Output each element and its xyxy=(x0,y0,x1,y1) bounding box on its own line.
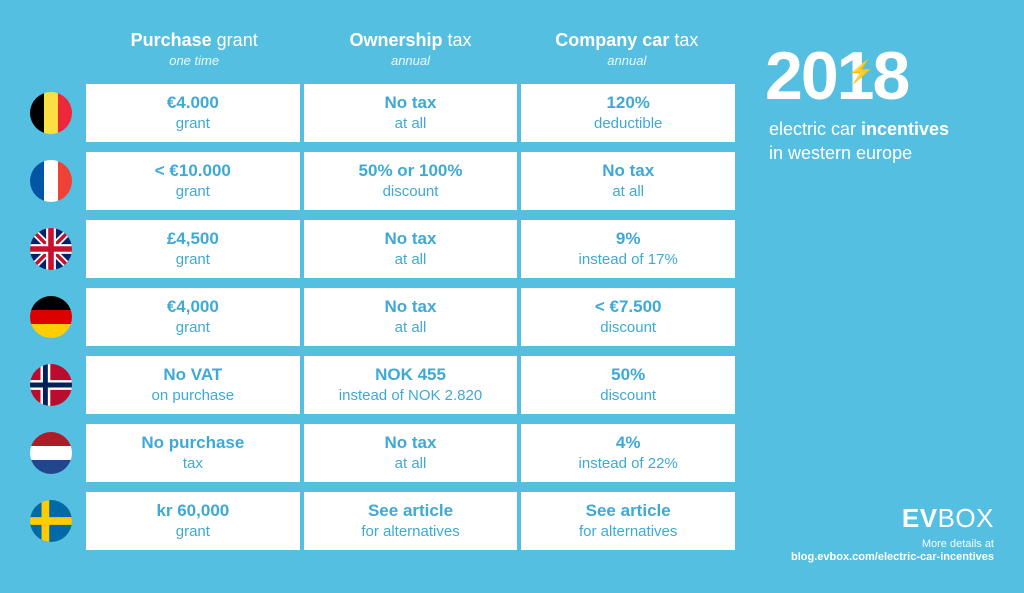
brand-block: EVBOX More details at blog.evbox.com/ele… xyxy=(765,503,994,563)
cell-value: 50% or 100% xyxy=(308,161,514,181)
cell-value: kr 60,000 xyxy=(90,501,296,521)
cell-subtext: instead of NOK 2.820 xyxy=(308,387,514,405)
cell: No tax at all xyxy=(304,288,518,346)
cell-value: No tax xyxy=(308,433,514,453)
column-headers: Purchase grant one time Ownership tax an… xyxy=(30,30,735,68)
cell: < €7.500 discount xyxy=(521,288,735,346)
cell-value: No tax xyxy=(308,229,514,249)
table-row-france: < €10.000 grant 50% or 100% discount No tax a… xyxy=(30,152,735,210)
cell-subtext: discount xyxy=(308,183,514,201)
cell: No tax at all xyxy=(304,424,518,482)
cell-value: No VAT xyxy=(90,365,296,385)
table-row-sweden: kr 60,000 grant See article for alternative… xyxy=(30,492,735,550)
cell-subtext: at all xyxy=(308,251,514,269)
cell: €4,000 grant xyxy=(86,288,300,346)
cell-subtext: grant xyxy=(90,319,296,337)
cell-value: See article xyxy=(525,501,731,521)
cell: kr 60,000 grant xyxy=(86,492,300,550)
footer-label: More details at xyxy=(765,538,994,550)
cell: < €10.000 grant xyxy=(86,152,300,210)
cell-subtext: on purchase xyxy=(90,387,296,405)
footer-url: blog.evbox.com/electric-car-incentives xyxy=(765,551,994,563)
cell: See article for alternatives xyxy=(304,492,518,550)
cell-value: 9% xyxy=(525,229,731,249)
cell: 50% discount xyxy=(521,356,735,414)
cell: No tax at all xyxy=(521,152,735,210)
cell-value: No tax xyxy=(308,93,514,113)
row-cells: kr 60,000 grant See article for alternative… xyxy=(86,492,735,550)
cell-value: NOK 455 xyxy=(308,365,514,385)
cell: See article for alternatives xyxy=(521,492,735,550)
cell: 4% instead of 22% xyxy=(521,424,735,482)
cell-value: No tax xyxy=(308,297,514,317)
cell: No tax at all xyxy=(304,84,518,142)
cell-subtext: at all xyxy=(308,115,514,133)
netherlands-flag-icon xyxy=(30,432,72,474)
title-year: 2018 ⚡ xyxy=(765,44,994,109)
cell: No VAT on purchase xyxy=(86,356,300,414)
table-row-germany: €4,000 grant No tax at all < €7.500 discount xyxy=(30,288,735,346)
cell-subtext: instead of 22% xyxy=(525,455,731,473)
cell: NOK 455 instead of NOK 2.820 xyxy=(304,356,518,414)
row-cells: €4,000 grant No tax at all < €7.500 discount xyxy=(86,288,735,346)
row-cells: No VAT on purchase NOK 455 instead of NOK 2… xyxy=(86,356,735,414)
table-row-netherlands: No purchase tax No tax at all 4% instead of 2… xyxy=(30,424,735,482)
tagline: electric car incentives in western europ… xyxy=(765,117,994,166)
cell: €4.000 grant xyxy=(86,84,300,142)
cell: £4,500 grant xyxy=(86,220,300,278)
cell: No purchase tax xyxy=(86,424,300,482)
cell-value: < €7.500 xyxy=(525,297,731,317)
cell-value: €4,000 xyxy=(90,297,296,317)
cell-subtext: discount xyxy=(525,387,731,405)
cell-subtext: grant xyxy=(90,523,296,541)
cell-value: See article xyxy=(308,501,514,521)
cell-value: 4% xyxy=(525,433,731,453)
row-cells: £4,500 grant No tax at all 9% instead of 17% xyxy=(86,220,735,278)
cell-subtext: at all xyxy=(308,455,514,473)
cell-value: £4,500 xyxy=(90,229,296,249)
sweden-flag-icon xyxy=(30,500,72,542)
cell-subtext: at all xyxy=(525,183,731,201)
row-cells: €4.000 grant No tax at all 120% deductible xyxy=(86,84,735,142)
cell-subtext: grant xyxy=(90,251,296,269)
incentives-table: Purchase grant one time Ownership tax an… xyxy=(0,0,755,593)
bolt-icon: ⚡ xyxy=(847,62,872,83)
header-purchase: Purchase grant one time xyxy=(86,30,302,68)
cell-subtext: grant xyxy=(90,183,296,201)
table-row-norway: No VAT on purchase NOK 455 instead of NOK 2… xyxy=(30,356,735,414)
cell-value: < €10.000 xyxy=(90,161,296,181)
cell: No tax at all xyxy=(304,220,518,278)
cell-subtext: grant xyxy=(90,115,296,133)
uk-flag-icon xyxy=(30,228,72,270)
cell-value: 50% xyxy=(525,365,731,385)
cell-value: No tax xyxy=(525,161,731,181)
row-cells: No purchase tax No tax at all 4% instead of 2… xyxy=(86,424,735,482)
header-ownership: Ownership tax annual xyxy=(302,30,518,68)
row-cells: < €10.000 grant 50% or 100% discount No tax a… xyxy=(86,152,735,210)
cell-value: No purchase xyxy=(90,433,296,453)
header-company-car: Company car tax annual xyxy=(519,30,735,68)
cell: 50% or 100% discount xyxy=(304,152,518,210)
cell: 9% instead of 17% xyxy=(521,220,735,278)
table-row-uk: £4,500 grant No tax at all 9% instead of 17% xyxy=(30,220,735,278)
cell-subtext: at all xyxy=(308,319,514,337)
cell-subtext: discount xyxy=(525,319,731,337)
table-row-belgium: €4.000 grant No tax at all 120% deductible xyxy=(30,84,735,142)
belgium-flag-icon xyxy=(30,92,72,134)
france-flag-icon xyxy=(30,160,72,202)
sidebar: 2018 ⚡ electric car incentives in wester… xyxy=(755,0,1024,593)
table-body: €4.000 grant No tax at all 120% deductible < €… xyxy=(30,84,735,550)
cell-subtext: instead of 17% xyxy=(525,251,731,269)
cell: 120% deductible xyxy=(521,84,735,142)
cell-subtext: for alternatives xyxy=(525,523,731,541)
cell-value: 120% xyxy=(525,93,731,113)
cell-subtext: deductible xyxy=(525,115,731,133)
brand-logo: EVBOX xyxy=(765,503,994,534)
norway-flag-icon xyxy=(30,364,72,406)
cell-subtext: for alternatives xyxy=(308,523,514,541)
germany-flag-icon xyxy=(30,296,72,338)
cell-value: €4.000 xyxy=(90,93,296,113)
cell-subtext: tax xyxy=(90,455,296,473)
